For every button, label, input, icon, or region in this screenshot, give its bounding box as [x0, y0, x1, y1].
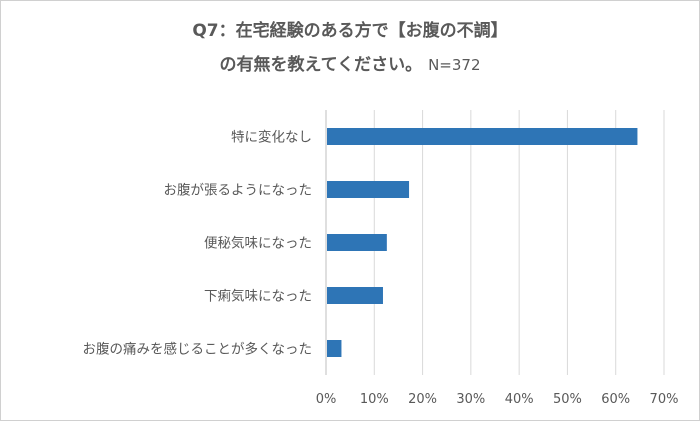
- category-label-4: お腹の痛みを感じることが多くなった: [83, 341, 313, 358]
- chart-title-line1: Q7：在宅経験のある方で【お腹の不調】: [192, 21, 508, 41]
- chart-title-line2-text: の有無を教えてください。: [219, 55, 423, 75]
- bar-3: [327, 287, 383, 304]
- category-label-2: 便秘気味になった: [204, 236, 312, 252]
- bar-1: [327, 181, 410, 198]
- category-label-0: 特に変化なし: [231, 129, 312, 146]
- chart-title-line2: の有無を教えてください。 N=372: [0, 48, 700, 82]
- x-tick-label-5: 50%: [553, 392, 582, 407]
- x-tick-label-0: 0%: [316, 392, 337, 407]
- x-tick-label-2: 20%: [408, 392, 437, 407]
- x-tick-label-6: 60%: [601, 392, 630, 407]
- x-tick-label-1: 10%: [360, 392, 389, 407]
- chart-title-n: N=372: [428, 56, 481, 74]
- bar-0: [327, 128, 638, 145]
- category-label-1: お腹が張るようになった: [164, 182, 313, 199]
- x-tick-label-7: 70%: [650, 392, 679, 407]
- bar-4: [327, 340, 342, 357]
- x-tick-label-3: 30%: [456, 392, 485, 407]
- bar-2: [327, 234, 387, 251]
- category-label-3: 下痢気味になった: [204, 289, 312, 305]
- chart-title: Q7：在宅経験のある方で【お腹の不調】 の有無を教えてください。 N=372: [0, 14, 700, 82]
- x-tick-label-4: 40%: [505, 392, 534, 407]
